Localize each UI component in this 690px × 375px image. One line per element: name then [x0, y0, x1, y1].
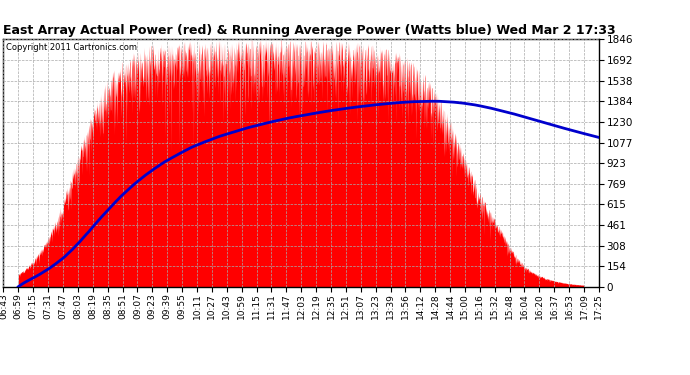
Text: East Array Actual Power (red) & Running Average Power (Watts blue) Wed Mar 2 17:: East Array Actual Power (red) & Running …	[3, 24, 616, 37]
Text: Copyright 2011 Cartronics.com: Copyright 2011 Cartronics.com	[6, 43, 137, 52]
